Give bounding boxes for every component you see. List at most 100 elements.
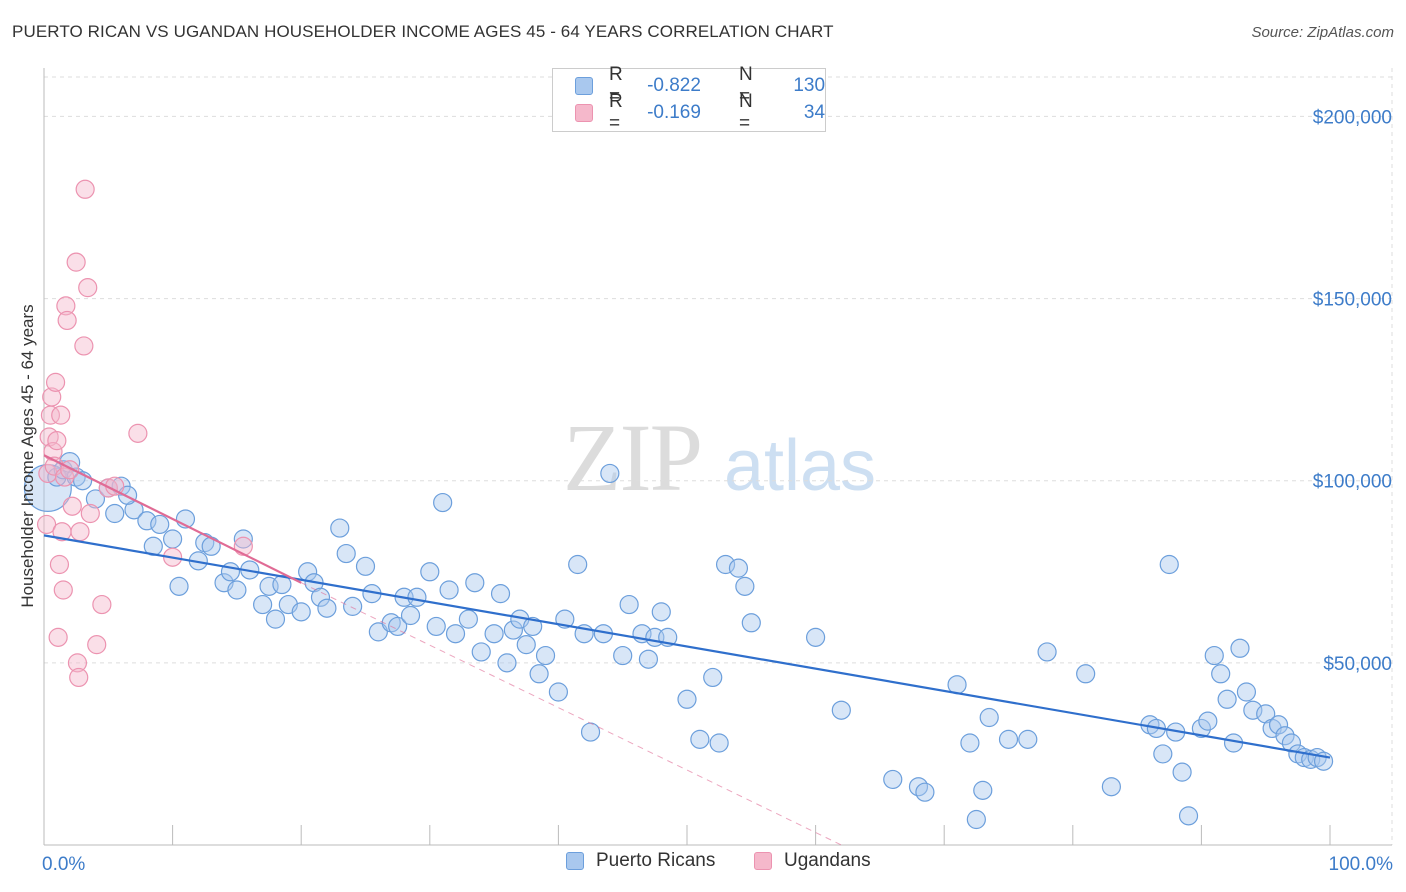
legend-n-value: 130 xyxy=(793,75,826,96)
puerto-rican-point xyxy=(998,729,1019,749)
puerto-rican-point xyxy=(728,558,749,578)
puerto-rican-point xyxy=(1037,642,1057,662)
puerto-rican-point xyxy=(1076,664,1096,684)
ugandan-point xyxy=(51,405,71,425)
ugandan-point xyxy=(56,296,76,316)
puerto-rican-point xyxy=(1191,718,1212,739)
ugandan-trend-line xyxy=(43,454,302,584)
puerto-rican-point xyxy=(388,616,408,637)
puerto-rican-point xyxy=(805,627,826,647)
puerto-rican-point xyxy=(690,729,710,749)
puerto-rican-point xyxy=(883,769,903,790)
ugandan-point xyxy=(47,431,67,451)
puerto-rican-point xyxy=(709,733,729,753)
bottom-legend-label-blue: Puerto Ricans xyxy=(596,850,716,871)
legend-r-label: R = xyxy=(608,64,623,107)
puerto-rican-point xyxy=(458,609,478,629)
legend-n-value: 34 xyxy=(803,102,826,123)
puerto-rican-point xyxy=(915,782,935,802)
trend-layer xyxy=(43,454,1331,846)
puerto-rican-point xyxy=(137,511,157,531)
puerto-rican-point xyxy=(1101,777,1121,797)
ugandan-point xyxy=(49,554,70,575)
ugandan-point xyxy=(62,496,82,516)
puerto-rican-point xyxy=(253,594,273,615)
puerto-rican-point xyxy=(1159,554,1179,575)
puerto-rican-point xyxy=(735,576,755,596)
ugandan-point xyxy=(60,460,80,480)
puerto-rican-point xyxy=(1178,806,1199,826)
puerto-rican-point xyxy=(548,682,569,702)
puerto-rican-point xyxy=(973,780,993,800)
x-tick-label-left: 0.0% xyxy=(42,854,85,875)
puerto-rican-point xyxy=(1275,726,1295,746)
ugandan-point xyxy=(233,536,253,556)
legend-swatch-pink xyxy=(575,104,593,122)
puerto-rican-point xyxy=(1211,664,1231,684)
puerto-rican-point xyxy=(503,620,523,640)
legend-row-puerto-ricans: R = -0.822 N = 130 xyxy=(575,64,826,107)
puerto-rican-point xyxy=(227,580,247,600)
legend-row-ugandans: R = -0.169 N = 34 xyxy=(575,91,826,134)
ugandan-point xyxy=(57,310,77,331)
puerto-rican-point xyxy=(343,596,363,616)
puerto-rican-point xyxy=(336,543,356,564)
puerto-rican-point xyxy=(651,602,671,622)
puerto-rican-point xyxy=(105,503,125,524)
puerto-rican-point xyxy=(484,624,504,644)
puerto-rican-trend-line xyxy=(43,534,1331,759)
puerto-rican-point xyxy=(613,645,633,666)
puerto-rican-point xyxy=(381,613,401,633)
puerto-rican-point xyxy=(703,667,723,688)
legend-r-label: R = xyxy=(608,91,623,134)
y-tick-label: $50,000 xyxy=(1323,654,1392,675)
axis-layer xyxy=(43,68,1392,846)
puerto-rican-point xyxy=(317,598,337,618)
legend-n-label: N = xyxy=(738,64,753,107)
ugandan-trend-extension xyxy=(300,582,842,846)
source-label: Source: ZipAtlas.com xyxy=(1251,24,1394,41)
puerto-rican-point xyxy=(233,529,253,549)
puerto-rican-point xyxy=(1204,645,1224,666)
label-layer: $50,000 $100,000 $150,000 $200,000 0.0% 100.0… xyxy=(18,107,1393,875)
legend-swatch-blue xyxy=(575,77,593,95)
stats-legend: R = -0.822 N = 130 R = -0.169 N = 34 xyxy=(552,64,826,134)
puerto-rican-point xyxy=(1268,715,1289,735)
puerto-rican-point xyxy=(831,700,851,720)
ugandan-point xyxy=(78,278,98,298)
puerto-rican-point xyxy=(169,576,189,596)
puerto-rican-point xyxy=(265,609,286,629)
puerto-rican-point xyxy=(568,554,588,575)
puerto-rican-point xyxy=(490,584,511,604)
puerto-rican-point xyxy=(715,554,736,575)
puerto-rican-point xyxy=(1172,762,1192,782)
puerto-rican-point xyxy=(523,616,543,637)
ugandan-point xyxy=(87,635,107,655)
puerto-rican-point xyxy=(638,649,659,669)
puerto-rican-point xyxy=(465,573,485,593)
y-axis-title: Householder Income Ages 45 - 64 years xyxy=(18,304,37,607)
ugandan-point xyxy=(67,653,88,673)
watermark: ZIP atlas xyxy=(563,404,876,511)
puerto-rican-point xyxy=(1153,744,1173,764)
grid-layer xyxy=(44,68,1393,845)
legend-r-value: -0.169 xyxy=(647,102,701,123)
ugandan-point xyxy=(128,423,148,443)
puerto-rican-point xyxy=(426,616,446,637)
puerto-rican-point xyxy=(445,624,466,644)
puerto-rican-point xyxy=(85,489,106,509)
ugandan-point xyxy=(42,387,62,407)
ugandan-point xyxy=(92,594,112,615)
puerto-rican-point xyxy=(619,594,639,615)
puerto-rican-point xyxy=(600,463,620,484)
puerto-rican-point xyxy=(433,492,453,513)
puerto-rican-point xyxy=(966,809,986,830)
puerto-rican-point xyxy=(150,514,170,535)
puerto-rican-point xyxy=(163,529,183,549)
y-tick-label: $100,000 xyxy=(1313,472,1392,493)
puerto-rican-point xyxy=(355,556,376,576)
ugandan-point xyxy=(69,667,89,688)
puerto-rican-point xyxy=(741,613,761,633)
puerto-rican-point xyxy=(400,605,421,626)
